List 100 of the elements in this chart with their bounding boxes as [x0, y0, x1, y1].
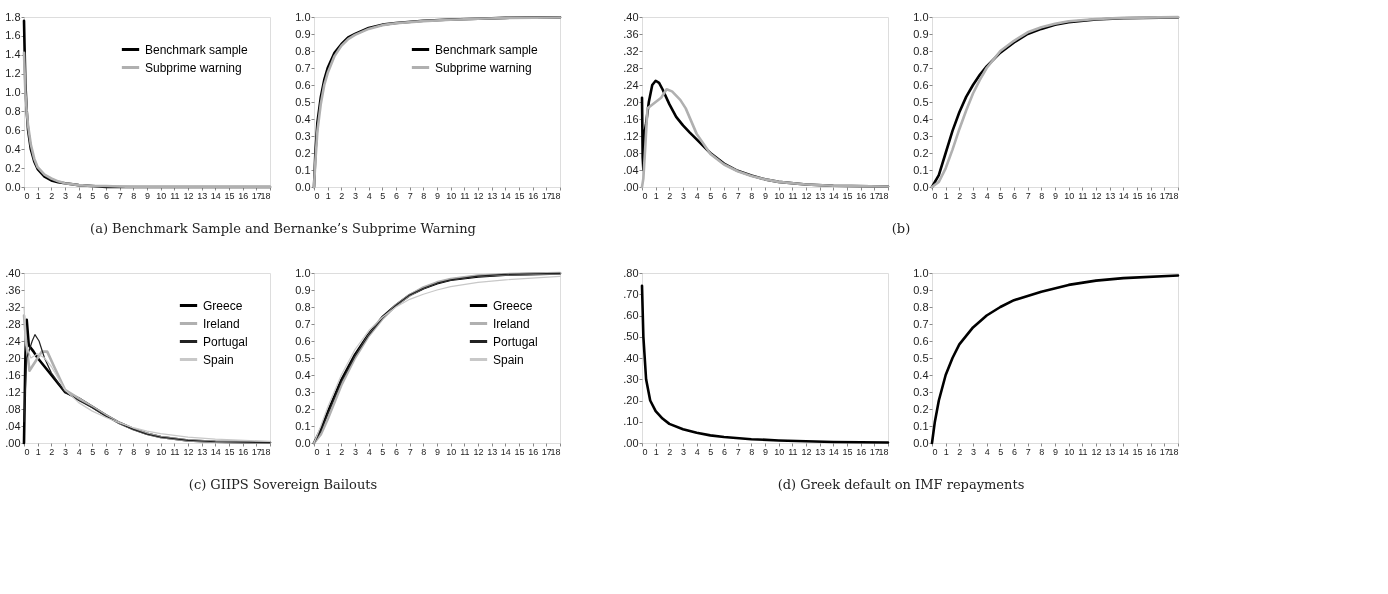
y-tick-label: 1.0 — [5, 86, 21, 99]
x-tick-label: 16 — [856, 446, 867, 457]
y-tick-label: 1.8 — [5, 10, 21, 23]
legend-label: Subprime warning — [435, 60, 532, 75]
x-tick-label: 9 — [434, 190, 441, 201]
y-tick-label: 0.4 — [295, 112, 311, 125]
x-tick-label: 1 — [653, 446, 659, 457]
x-tick-label: 13 — [197, 446, 208, 457]
y-tick-label: 1.6 — [5, 29, 21, 42]
y-tick-label: 0.0 — [913, 436, 929, 449]
x-tick-label: 4 — [76, 446, 82, 457]
x-tick-label: 6 — [721, 446, 728, 457]
y-tick-label: 0.6 — [5, 123, 21, 136]
x-tick-label: 3 — [680, 190, 687, 201]
x-tick-label: 0 — [314, 190, 320, 201]
y-tick-label: .36 — [623, 27, 639, 40]
text: (b) — [891, 220, 911, 236]
legend-label: Portugal — [493, 334, 538, 349]
x-tick-label: 12 — [801, 190, 812, 201]
y-tick-label: 0.2 — [5, 161, 21, 174]
x-tick-label: 13 — [815, 446, 826, 457]
x-tick-label: 15 — [514, 446, 525, 457]
x-tick-label: 5 — [380, 190, 386, 201]
x-tick-label: 0 — [642, 190, 648, 201]
y-tick-label: .12 — [5, 385, 21, 398]
x-tick-label: 13 — [1105, 190, 1116, 201]
y-tick-label: 0.1 — [913, 163, 929, 176]
y-tick-label: 0.8 — [5, 104, 21, 117]
x-tick-label: 12 — [1091, 446, 1102, 457]
x-tick-label: 6 — [103, 190, 110, 201]
x-tick-label: 8 — [1039, 190, 1045, 201]
text: (c) GIIPS Sovereign Bailouts — [188, 476, 378, 492]
x-tick-label: 14 — [1118, 190, 1129, 201]
y-tick-label: 0.1 — [913, 419, 929, 432]
x-tick-label: 17 — [251, 190, 262, 201]
x-tick-label: 10 — [446, 190, 457, 201]
y-tick-label: 0.7 — [295, 61, 311, 74]
x-tick-label: 3 — [62, 190, 69, 201]
x-tick-label: 13 — [815, 190, 826, 201]
x-tick-label: 17 — [869, 190, 880, 201]
y-tick-label: 0.0 — [295, 436, 311, 449]
x-tick-label: 10 — [1064, 446, 1075, 457]
y-tick-label: .28 — [623, 61, 639, 74]
y-tick-label: 0.2 — [295, 146, 311, 159]
x-tick-label: 15 — [224, 446, 235, 457]
y-tick-label: 0.7 — [913, 61, 929, 74]
y-tick-label: .00 — [623, 436, 639, 449]
y-tick-label: 0.5 — [295, 95, 311, 108]
x-tick-label: 18 — [260, 446, 271, 457]
x-tick-label: 14 — [828, 190, 839, 201]
y-tick-label: .20 — [5, 351, 21, 364]
x-tick-label: 6 — [1011, 190, 1018, 201]
x-tick-label: 12 — [183, 190, 194, 201]
x-tick-label: 8 — [749, 190, 755, 201]
x-tick-label: 7 — [407, 190, 413, 201]
x-tick-label: 16 — [238, 446, 249, 457]
legend-label: Spain — [493, 352, 524, 367]
x-tick-label: 4 — [694, 446, 700, 457]
x-tick-label: 1 — [943, 190, 949, 201]
x-tick-label: 6 — [393, 190, 400, 201]
legend-label: Ireland — [203, 316, 240, 331]
x-tick-label: 13 — [1105, 446, 1116, 457]
x-tick-label: 7 — [735, 190, 741, 201]
y-tick-label: 0.8 — [295, 300, 311, 313]
y-tick-label: 1.4 — [5, 48, 21, 61]
y-tick-label: 0.8 — [913, 300, 929, 313]
x-tick-label: 10 — [156, 190, 167, 201]
x-tick-label: 5 — [90, 190, 96, 201]
y-tick-label: .50 — [623, 330, 639, 343]
y-tick-label: 0.3 — [913, 129, 929, 142]
x-tick-label: 3 — [352, 446, 359, 457]
x-tick-label: 18 — [550, 190, 561, 201]
x-tick-label: 3 — [680, 446, 687, 457]
x-tick-label: 9 — [144, 446, 151, 457]
y-tick-label: 0.3 — [295, 129, 311, 142]
x-tick-label: 2 — [957, 446, 963, 457]
y-tick-label: .70 — [623, 287, 639, 300]
y-tick-label: .80 — [623, 266, 639, 279]
y-tick-label: 0.5 — [913, 95, 929, 108]
x-tick-label: 12 — [1091, 190, 1102, 201]
x-tick-label: 7 — [1025, 446, 1031, 457]
x-tick-label: 16 — [528, 190, 539, 201]
x-tick-label: 5 — [708, 190, 714, 201]
x-tick-label: 14 — [828, 446, 839, 457]
x-tick-label: 4 — [984, 446, 990, 457]
x-tick-label: 4 — [366, 446, 372, 457]
y-tick-label: .12 — [623, 129, 639, 142]
x-tick-label: 12 — [801, 446, 812, 457]
y-tick-label: .40 — [623, 10, 639, 23]
y-tick-label: .10 — [623, 415, 639, 428]
x-tick-label: 4 — [694, 190, 700, 201]
y-tick-label: 0.1 — [295, 163, 311, 176]
y-tick-label: 0.5 — [295, 351, 311, 364]
x-tick-label: 14 — [1118, 446, 1129, 457]
x-tick-label: 2 — [957, 190, 963, 201]
x-tick-label: 10 — [1064, 190, 1075, 201]
x-tick-label: 3 — [352, 190, 359, 201]
x-tick-label: 15 — [514, 190, 525, 201]
y-tick-label: 1.0 — [913, 266, 929, 279]
y-tick-label: 1.0 — [295, 10, 311, 23]
